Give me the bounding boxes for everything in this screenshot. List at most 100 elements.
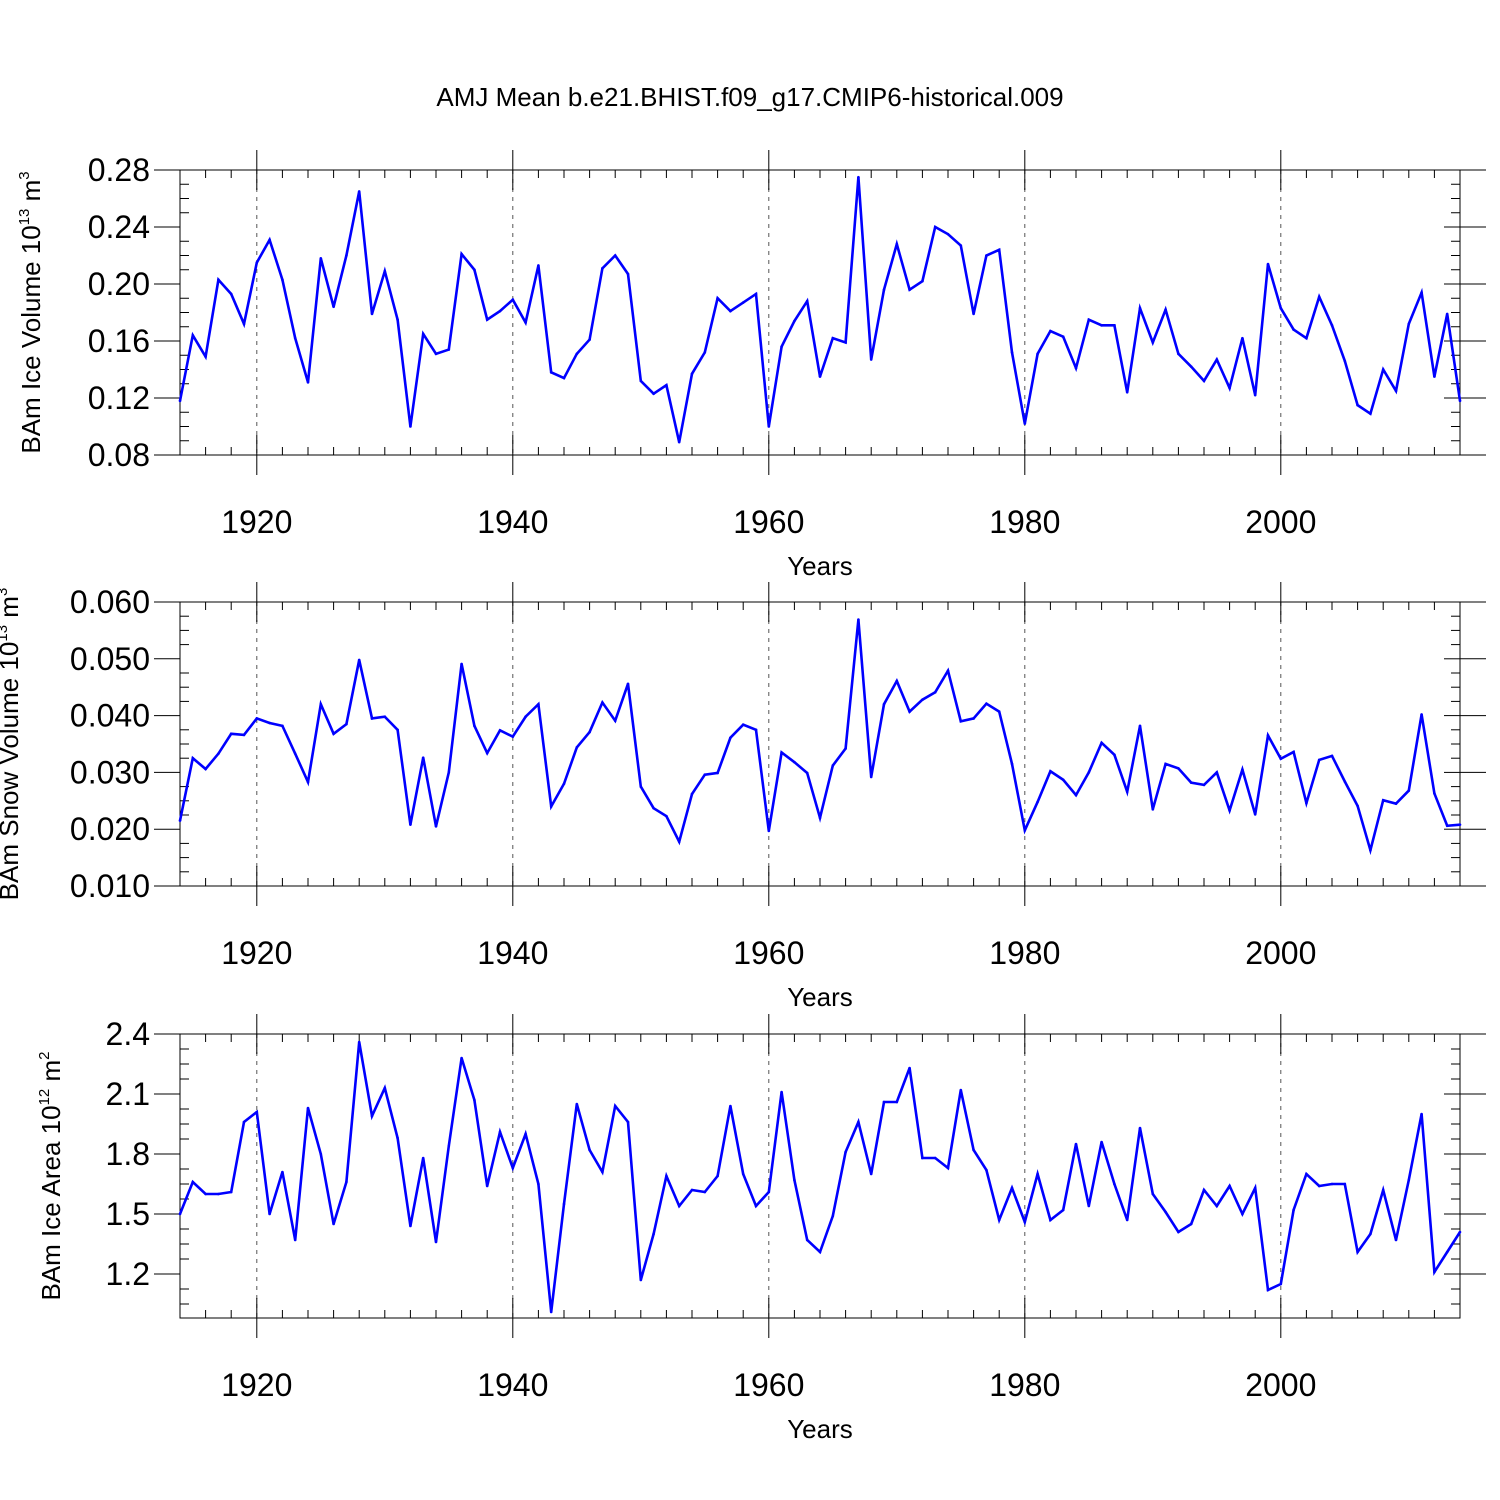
data-point <box>191 334 195 337</box>
data-point <box>191 756 195 760</box>
data-point <box>767 829 771 833</box>
data-point <box>946 1166 950 1170</box>
data-point <box>613 719 617 723</box>
data-point <box>370 717 374 720</box>
data-point <box>1177 767 1180 770</box>
data-point <box>281 724 284 728</box>
data-point <box>281 278 284 282</box>
data-point <box>1266 1288 1270 1292</box>
y-tick-label-2.1: 2.1 <box>106 1076 150 1112</box>
data-point <box>1266 734 1270 737</box>
data-point <box>1228 1184 1231 1188</box>
data-point <box>639 785 643 788</box>
data-point <box>1369 848 1372 852</box>
data-point <box>1305 1172 1308 1176</box>
data-point <box>1138 724 1142 728</box>
data-point <box>1253 1186 1257 1190</box>
data-point <box>1177 352 1180 356</box>
x-tick-label-1920: 1920 <box>221 935 292 971</box>
x-tick-label-2000: 2000 <box>1245 1367 1316 1403</box>
data-point <box>639 379 643 383</box>
data-point <box>1356 403 1359 407</box>
data-point <box>473 268 476 272</box>
x-tick-label-1960: 1960 <box>733 935 804 971</box>
data-point <box>1305 801 1308 805</box>
y-axis-title-unit: m <box>36 1060 66 1089</box>
data-point <box>409 1224 412 1228</box>
data-point <box>217 752 220 755</box>
data-point <box>1164 762 1167 766</box>
data-point <box>1010 351 1014 354</box>
data-point <box>1381 368 1385 371</box>
data-point <box>1215 1204 1219 1208</box>
data-point <box>754 728 758 732</box>
data-point <box>1189 781 1193 784</box>
data-point <box>933 225 937 229</box>
data-point <box>306 381 310 384</box>
data-point <box>601 267 604 270</box>
data-point <box>1215 358 1219 361</box>
data-point <box>1151 808 1155 811</box>
data-point <box>242 733 246 737</box>
data-point <box>1343 359 1347 363</box>
y-tick-label-0.050: 0.050 <box>70 641 150 677</box>
data-point <box>345 254 348 257</box>
data-point <box>255 717 259 720</box>
y-tick-label-1.2: 1.2 <box>106 1256 150 1292</box>
data-point <box>396 1136 399 1140</box>
data-point <box>357 1040 361 1044</box>
data-point <box>268 1212 271 1216</box>
data-point <box>1036 1172 1039 1176</box>
data-point <box>281 1170 284 1174</box>
data-point <box>1253 813 1257 816</box>
data-point <box>1151 1192 1155 1196</box>
data-point <box>511 735 515 738</box>
data-point <box>319 257 323 260</box>
y-tick-label-0.060: 0.060 <box>70 584 150 620</box>
y-tick-label-2.4: 2.4 <box>106 1016 150 1052</box>
y-axis-title: BAm Snow Volume 1013 m3 <box>0 588 24 901</box>
data-point <box>921 1156 924 1160</box>
y-axis-title-unit-exponent: 2 <box>36 1051 53 1059</box>
chart-panels: 1920 1940 1960 1980 2000 Years 0.08 0.12 0.16 0.2… <box>0 150 1486 1444</box>
data-point <box>575 352 579 356</box>
data-point <box>1394 802 1398 805</box>
x-tick-label-1940: 1940 <box>477 935 548 971</box>
data-point <box>677 840 681 843</box>
data-point <box>1087 1204 1091 1208</box>
data-point <box>1061 335 1065 339</box>
data-point <box>601 1170 604 1174</box>
data-point <box>473 1098 476 1102</box>
chart-panel-2: 1920 1940 1960 1980 2000 Years 0.010 0.020 0.030… <box>0 582 1486 1012</box>
data-point <box>242 1120 246 1124</box>
data-point <box>780 1090 783 1094</box>
data-point <box>665 814 668 818</box>
data-point <box>895 242 899 246</box>
y-axis-title-text: BAm Snow Volume 10 <box>0 642 24 901</box>
x-tick-label-1920: 1920 <box>221 504 292 540</box>
data-point <box>754 292 758 296</box>
data-point <box>332 305 335 309</box>
data-point <box>703 351 707 354</box>
y-axis-title-exponent: 13 <box>0 625 11 642</box>
data-point <box>575 1102 579 1106</box>
data-point <box>997 248 1001 252</box>
data-point <box>741 723 745 726</box>
data-point <box>549 1310 553 1314</box>
y-tick-label-1.5: 1.5 <box>106 1196 150 1232</box>
data-point <box>178 819 182 822</box>
data-point <box>498 729 502 732</box>
data-point <box>204 355 207 358</box>
data-point <box>524 321 527 324</box>
data-point <box>767 425 771 428</box>
x-tick-label-2000: 2000 <box>1245 935 1316 971</box>
data-point <box>460 662 463 666</box>
x-tick-label-1960: 1960 <box>733 1367 804 1403</box>
data-point <box>818 816 822 820</box>
data-point <box>1202 1188 1206 1192</box>
data-point <box>690 1188 694 1192</box>
data-point <box>1241 336 1244 340</box>
data-point <box>716 296 719 300</box>
data-point <box>959 244 963 247</box>
